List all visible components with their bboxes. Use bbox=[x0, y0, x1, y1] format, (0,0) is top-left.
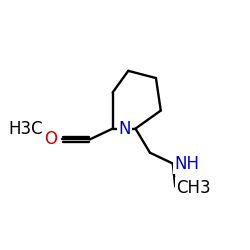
Text: O: O bbox=[44, 130, 57, 148]
Text: NH: NH bbox=[174, 154, 199, 172]
Text: CH3: CH3 bbox=[176, 178, 211, 196]
Text: N: N bbox=[118, 120, 130, 138]
Text: H3C: H3C bbox=[8, 120, 43, 138]
